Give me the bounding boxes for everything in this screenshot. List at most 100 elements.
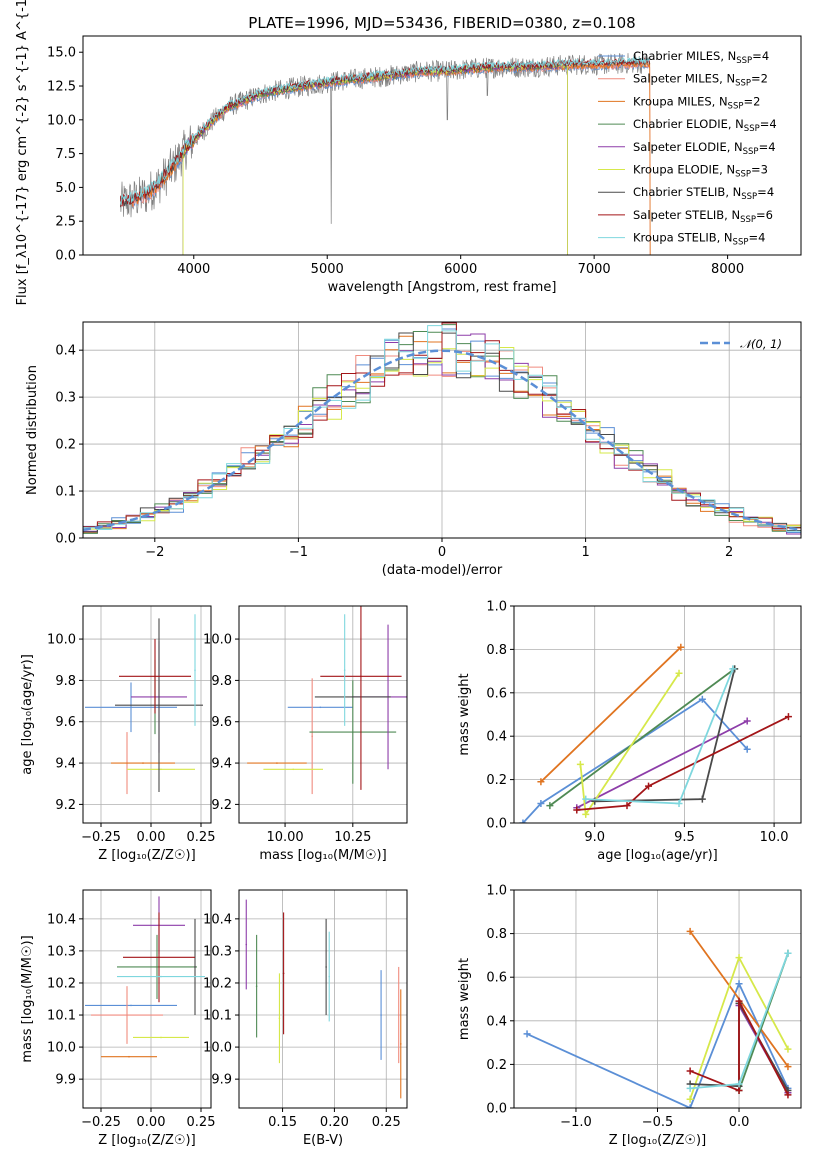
x-tick-label: 4000 xyxy=(177,262,210,277)
data-point xyxy=(380,1014,382,1016)
y-tick-label: 0.4 xyxy=(486,1014,507,1029)
legend-subscript: SSP xyxy=(743,147,759,157)
x-tick-label: −1.0 xyxy=(560,1115,592,1130)
y-tick-label: 10.1 xyxy=(203,1009,232,1024)
series-marker xyxy=(546,802,554,810)
model-spectrum-line xyxy=(120,56,650,206)
data-point xyxy=(156,966,158,968)
plot-area xyxy=(523,927,792,1108)
legend-n: 2 xyxy=(761,72,768,86)
legend-subscript: SSP xyxy=(740,215,756,225)
legend-label: Kroupa MILES, N xyxy=(633,94,728,108)
data-point xyxy=(160,1036,162,1039)
x-tick-label: 0.25 xyxy=(187,1115,216,1130)
x-tick-label: −1 xyxy=(289,545,308,560)
residual-histogram xyxy=(83,325,801,532)
data-point xyxy=(276,762,278,764)
model-spectrum-line xyxy=(182,61,568,255)
series-marker xyxy=(675,669,683,677)
series-marker xyxy=(729,665,737,673)
data-point xyxy=(154,675,156,678)
legend-equals: = xyxy=(751,163,761,177)
y-tick-label: 9.6 xyxy=(211,715,232,730)
series-marker xyxy=(523,1030,531,1038)
data-point xyxy=(282,972,285,975)
y-tick-label: 10.3 xyxy=(47,944,76,959)
series-marker xyxy=(677,643,685,651)
axes-frame xyxy=(238,605,408,824)
panel-age-vs-mass: 10.00 10.25 9.2 9.4 9.6 9.8 10.0 mass [log₁₀(M/… xyxy=(203,605,408,863)
series-line xyxy=(579,672,680,817)
data-point xyxy=(126,1014,128,1016)
plot-area xyxy=(245,899,402,1099)
x-axis-label: Z [log₁₀(Z/Z☉)] xyxy=(98,1133,195,1148)
data-point xyxy=(325,966,327,968)
data-point xyxy=(130,706,132,709)
data-point xyxy=(292,768,294,771)
x-tick-label: −2 xyxy=(145,545,164,560)
x-tick-label: 0.00 xyxy=(137,830,166,845)
x-tick-label: 0.00 xyxy=(137,1115,166,1130)
legend-equals: = xyxy=(743,94,753,108)
y-tick-label: 9.9 xyxy=(55,1073,76,1088)
y-tick-label: 10.0 xyxy=(203,633,232,648)
data-point xyxy=(397,1014,400,1016)
series-marker xyxy=(537,778,545,786)
series-marker xyxy=(743,717,751,725)
y-tick-label: 10.2 xyxy=(47,976,76,991)
legend-subscript: SSP xyxy=(728,101,744,111)
y-tick-label: 7.5 xyxy=(55,147,76,162)
legend-subscript: SSP xyxy=(735,170,751,180)
series-marker xyxy=(698,695,706,703)
data-point xyxy=(343,669,346,671)
x-tick-label: 8000 xyxy=(711,262,744,277)
legend-equals: = xyxy=(752,49,762,63)
legend-n: 4 xyxy=(758,231,765,245)
model-spectrum-line xyxy=(132,60,651,255)
panel-massweight-vs-age: 9.0 9.5 10.0 0.0 0.2 0.4 0.6 0.8 1.0 age [log₁₀(a… xyxy=(457,600,802,863)
legend-entry: Salpeter MILES, NSSP=2 xyxy=(633,72,768,89)
data-point xyxy=(278,1017,281,1020)
legend-subscript: SSP xyxy=(736,56,752,66)
legend-label: Salpeter ELODIE, N xyxy=(633,140,743,154)
y-tick-label: 10.3 xyxy=(203,944,232,959)
x-axis-label: (data-model)/error xyxy=(382,563,503,578)
x-tick-label: 5000 xyxy=(311,262,344,277)
legend-label: Kroupa STELIB, N xyxy=(633,231,733,245)
y-tick-label: 0.4 xyxy=(486,730,507,745)
y-tick-label: 9.4 xyxy=(55,757,76,772)
legend-equals: = xyxy=(760,117,770,131)
data-point xyxy=(194,669,196,671)
x-axis-label: E(B-V) xyxy=(303,1133,343,1148)
legend-label: Salpeter MILES, N xyxy=(633,72,735,86)
axes-frame xyxy=(82,605,212,824)
data-point xyxy=(311,735,313,737)
x-axis-label: Z [log₁₀(Z/Z☉)] xyxy=(609,1133,706,1148)
series-marker xyxy=(784,949,792,957)
x-tick-label: 7000 xyxy=(578,262,611,277)
y-tick-label: 0.1 xyxy=(55,485,76,500)
legend-entry: Salpeter STELIB, NSSP=6 xyxy=(633,208,773,225)
data-point xyxy=(142,762,144,764)
legend-equals: = xyxy=(759,140,769,154)
legend-label: Chabrier STELIB, N xyxy=(633,185,741,199)
panel-massweight-vs-Z: −1.0 −0.5 0.0 0.0 0.2 0.4 0.6 0.8 1.0 Z [log₁₀(Z/… xyxy=(457,884,802,1148)
series-marker xyxy=(686,927,694,935)
legend-subscript: SSP xyxy=(733,238,749,248)
y-axis-label: Normed distribution xyxy=(25,365,40,495)
legend-equals: = xyxy=(748,231,758,245)
model-spectrum-line xyxy=(132,62,651,208)
y-tick-label: 10.0 xyxy=(47,633,76,648)
data-point xyxy=(319,706,322,709)
data-point xyxy=(245,943,248,946)
legend-entry: Chabrier MILES, NSSP=4 xyxy=(633,49,769,66)
y-tick-label: 10.1 xyxy=(47,1009,76,1024)
normal-pdf-curve xyxy=(83,349,801,532)
y-tick-label: 10.4 xyxy=(47,912,76,927)
series-marker xyxy=(645,782,653,790)
x-tick-label: 0.15 xyxy=(268,1115,297,1130)
series-line xyxy=(576,715,789,811)
series-line xyxy=(526,981,789,1108)
series-marker xyxy=(735,954,743,962)
data-point xyxy=(160,975,162,978)
